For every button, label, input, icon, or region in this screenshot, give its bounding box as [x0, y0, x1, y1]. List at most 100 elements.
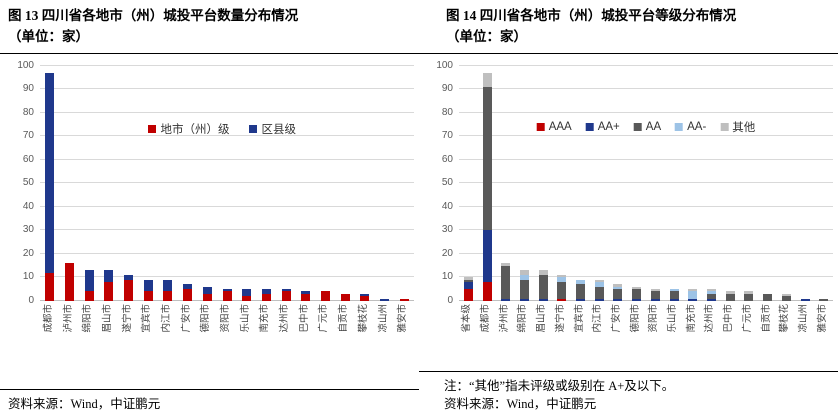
- x-labels-row: 成都市 泸州市 绵阳市 眉山市 遂宁市 宜宾市 内江市 广安市 德阳市 资阳市 乐山市 南充市 达州市巴…: [40, 301, 414, 359]
- bar-segment: [519, 298, 529, 301]
- bar-category: [646, 66, 665, 301]
- stacked-bar: [380, 298, 390, 301]
- bar-segment: [557, 277, 567, 283]
- x-axis-label: 成都市: [480, 303, 492, 333]
- legend-swatch-icon: [536, 122, 545, 131]
- x-axis-label: 眉山市: [101, 303, 113, 333]
- stacked-bar: [800, 298, 810, 301]
- x-axis-label: 内江市: [592, 303, 604, 333]
- bar-category: [40, 66, 60, 301]
- bar-segment: [650, 291, 660, 299]
- bar-segment: [613, 286, 623, 290]
- gridline: [459, 276, 833, 278]
- x-label-cell: 绵阳市: [515, 301, 534, 359]
- y-tick-label: 70: [441, 130, 453, 142]
- bar-category: [178, 66, 198, 301]
- gridline: [40, 135, 414, 137]
- bar-category: [590, 66, 609, 301]
- x-label-cell: 宜宾市: [138, 301, 158, 359]
- stacked-bar: [669, 289, 679, 301]
- bar-segment: [557, 298, 567, 301]
- x-label-cell: 凉山州: [796, 301, 815, 359]
- legend-label: AA-: [687, 120, 707, 133]
- bars-row: [40, 66, 414, 301]
- x-axis-label: 资阳市: [220, 303, 232, 333]
- bar-segment: [222, 291, 232, 301]
- bar-category: [478, 66, 497, 301]
- stacked-bar: [650, 289, 660, 301]
- bar-segment: [519, 275, 529, 280]
- bar-segment: [65, 263, 75, 301]
- bar-segment: [688, 289, 698, 292]
- y-tick-label: 10: [22, 271, 34, 283]
- x-axis-label: 德阳市: [200, 303, 212, 333]
- bar-segment: [706, 289, 716, 292]
- figure-14-panel: 图 14 四川省各地市（州）城投平台等级分布情况 （单位：家） 0 10 20 30 4…: [419, 0, 838, 414]
- bar-segment: [800, 298, 810, 301]
- x-axis-label: 凉山州: [798, 303, 809, 333]
- legend-label: 其他: [732, 121, 756, 134]
- bar-segment: [594, 298, 604, 301]
- x-axis: 成都市 泸州市 绵阳市 眉山市 遂宁市 宜宾市 内江市 广安市 德阳市 资阳市 乐山市 南充市 达州市巴…: [0, 301, 419, 359]
- y-tick-label: 80: [441, 106, 453, 118]
- gridline: [40, 88, 414, 90]
- bar-category: [198, 66, 218, 301]
- gridline: [40, 205, 414, 207]
- x-axis-label: 南充市: [259, 303, 271, 333]
- bar-segment: [669, 298, 679, 301]
- bar-category: [237, 66, 257, 301]
- bar-segment: [360, 296, 370, 301]
- bar-segment: [340, 293, 350, 301]
- bar-category: [721, 66, 740, 301]
- legend-swatch-icon: [249, 124, 258, 133]
- bar-segment: [725, 293, 735, 301]
- x-axis-label: 眉山市: [536, 303, 548, 333]
- bar-segment: [163, 291, 173, 301]
- x-axis-label: 南充市: [685, 303, 697, 333]
- x-label-cell: 自贡市: [335, 301, 355, 359]
- figure-14-source: 资料来源：Wind，中证鹏元: [444, 397, 597, 412]
- x-label-cell: 成都市: [40, 301, 60, 359]
- x-label-cell: 南充市: [683, 301, 702, 359]
- gridline: [459, 111, 833, 113]
- y-tick-label: 40: [22, 200, 34, 212]
- bar-segment: [222, 289, 232, 292]
- x-axis-label: 泸州市: [62, 303, 74, 333]
- bar-segment: [501, 263, 511, 266]
- bar-category: [683, 66, 702, 301]
- bar-segment: [519, 270, 529, 276]
- bar-segment: [594, 286, 604, 299]
- gridline: [459, 158, 833, 160]
- bar-segment: [819, 298, 829, 301]
- x-axis-label: 宜宾市: [573, 303, 585, 333]
- bar-segment: [538, 275, 548, 299]
- bar-segment: [463, 289, 473, 301]
- gridline: [459, 205, 833, 207]
- stacked-bar: [538, 270, 548, 301]
- x-axis-label: 广元市: [741, 303, 753, 333]
- bar-segment: [242, 296, 252, 301]
- bar-segment: [281, 289, 291, 292]
- legend-item: 其他: [720, 119, 755, 135]
- y-tick-label: 90: [441, 83, 453, 95]
- bar-segment: [261, 293, 271, 301]
- bar-segment: [781, 293, 791, 297]
- bar-segment: [301, 291, 311, 294]
- bar-category: [702, 66, 721, 301]
- stacked-bar: [744, 291, 754, 301]
- x-label-cell: 攀枝花: [777, 301, 796, 359]
- x-label-cell: 雅安市: [814, 301, 833, 359]
- stacked-bar: [104, 270, 114, 301]
- bar-segment: [360, 293, 370, 297]
- x-label-cell: 雅安市: [394, 301, 414, 359]
- bar-segment: [482, 282, 492, 301]
- x-axis-label: 省本级: [461, 303, 473, 333]
- stacked-bar: [725, 291, 735, 301]
- stacked-bar: [576, 279, 586, 301]
- bar-segment: [45, 272, 55, 301]
- stacked-bar: [819, 298, 829, 301]
- legend-item: AA: [633, 121, 661, 133]
- y-tick-label: 60: [441, 153, 453, 165]
- legend-swatch-icon: [633, 122, 642, 131]
- x-label-cell: 内江市: [590, 301, 609, 359]
